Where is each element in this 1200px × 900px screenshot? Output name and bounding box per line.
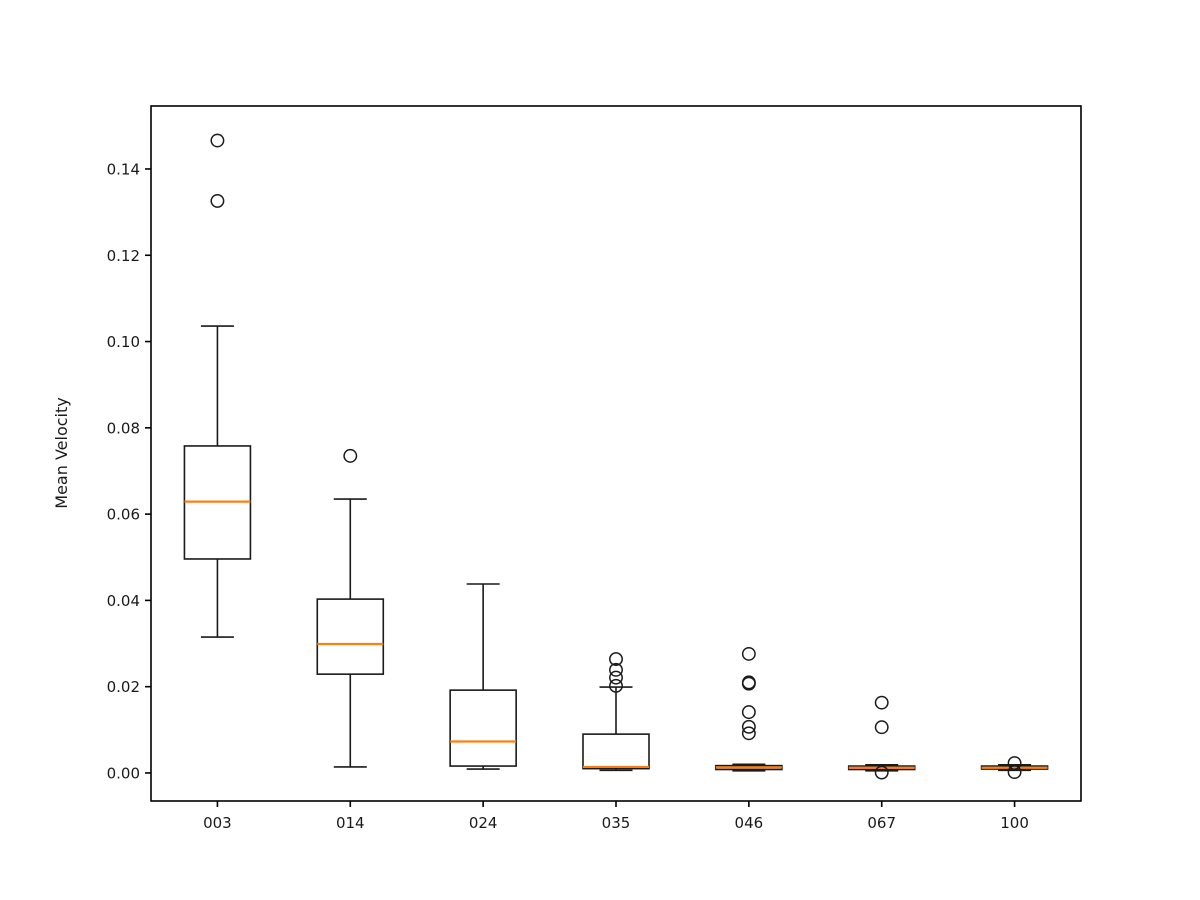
outlier-point <box>874 695 889 710</box>
outlier-point <box>210 193 225 208</box>
outlier-point <box>609 662 623 677</box>
box-035 <box>582 733 650 770</box>
y-axis-label: Mean Velocity <box>52 397 71 508</box>
x-tick-label: 014 <box>336 814 365 832</box>
outlier-point <box>741 705 756 720</box>
outlier-point <box>741 719 756 734</box>
outlier-point <box>609 678 623 693</box>
y-tick-label: 0.10 <box>107 333 140 351</box>
x-tick-label: 046 <box>735 814 764 832</box>
outlier-point <box>210 133 225 148</box>
x-tick-label: 100 <box>1000 814 1029 832</box>
y-tick-label: 0.02 <box>107 678 140 696</box>
box-014 <box>316 598 385 675</box>
x-tick-label: 035 <box>602 814 631 832</box>
outlier-point <box>1007 765 1022 780</box>
box-024 <box>449 689 517 767</box>
outlier-point <box>609 652 623 667</box>
y-tick-label: 0.06 <box>107 506 140 524</box>
x-tick-label: 024 <box>469 814 498 832</box>
y-tick-label: 0.00 <box>107 764 140 782</box>
y-tick-label: 0.14 <box>107 160 140 178</box>
y-tick-label: 0.08 <box>107 419 140 437</box>
outlier-point <box>1007 756 1022 770</box>
plot-area: 0.00 0.02 0.04 0.06 0.08 0.10 0.12 0.14 003 014 02… <box>107 105 1082 832</box>
y-tick-label: 0.12 <box>107 247 140 265</box>
outlier-point <box>874 720 889 735</box>
y-tick-label: 0.04 <box>107 592 140 610</box>
outlier-point <box>741 726 756 741</box>
outlier-point <box>609 670 623 685</box>
outlier-point <box>741 676 756 691</box>
outlier-point <box>741 646 756 661</box>
x-tick-label: 067 <box>867 814 896 832</box>
outlier-point <box>874 765 889 780</box>
outlier-point <box>343 448 358 463</box>
x-tick-label: 003 <box>203 814 232 832</box>
